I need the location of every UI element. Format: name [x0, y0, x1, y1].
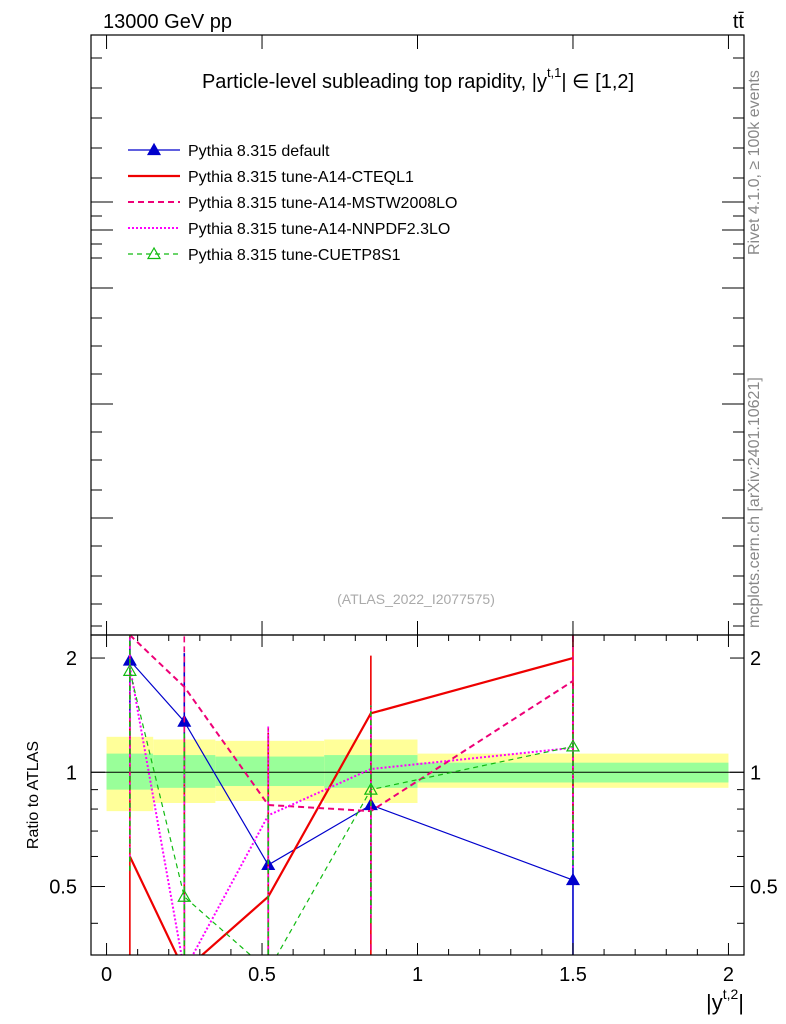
analysis-tag: (ATLAS_2022_I2077575): [337, 591, 495, 607]
legend: Pythia 8.315 default Pythia 8.315 tune-A1…: [128, 142, 457, 264]
y-tick-label-1: 1: [66, 762, 77, 784]
plot-title-sup: t,1: [547, 65, 561, 80]
legend-label-0: Pythia 8.315 default: [188, 143, 330, 160]
main-plot-frame: [90, 34, 745, 636]
series-line-3: [128, 666, 574, 955]
mcplots-label: mcplots.cern.ch [arXiv:2401.10621]: [746, 377, 763, 628]
series-line-2: [129, 635, 574, 813]
series-line-4: [129, 670, 574, 955]
x-axis-label-tail: |: [738, 990, 744, 1015]
rivet-label: Rivet 4.1.0, ≥ 100k events: [746, 70, 763, 255]
x-tick-label-2: 1: [412, 964, 423, 986]
x-tick-label-3: 1.5: [559, 964, 587, 986]
y-tick-label-right-1: 1: [750, 762, 761, 784]
legend-label-3: Pythia 8.315 tune-A14-NNPDF2.3LO: [188, 221, 450, 238]
y-tick-label-right-0: 0.5: [750, 877, 778, 899]
x-axis-label: |yt,2|: [706, 986, 744, 1015]
y-tick-label-0: 0.5: [49, 877, 77, 899]
x-axis-label-sup: t,2: [723, 986, 739, 1002]
y-tick-label-2: 2: [66, 648, 77, 670]
x-tick-label-1: 0.5: [248, 964, 276, 986]
x-tick-label-4: 2: [723, 964, 734, 986]
series-layer: [122, 635, 581, 955]
legend-marker-4: [146, 246, 162, 260]
data-point-4-4: [565, 739, 581, 752]
band-inner-2: [215, 756, 325, 787]
data-point-4-3: [363, 782, 378, 795]
data-point-4-0: [122, 663, 137, 676]
ratio-plot-ticks: 0 0.5 1 1.5 2 0.5 0.5 1 1 2 2: [49, 635, 778, 986]
y-axis-label: Ratio to ATLAS: [25, 741, 42, 849]
data-point-0-4: [565, 872, 581, 886]
x-axis-label-main: |y: [706, 990, 723, 1015]
plot-title-tail: | ∈ [1,2]: [561, 71, 634, 93]
x-tick-label-0: 0: [101, 964, 112, 986]
process-label: tt̄: [733, 11, 745, 33]
legend-label-4: Pythia 8.315 tune-CUETP8S1: [188, 247, 401, 264]
legend-label-1: Pythia 8.315 tune-A14-CTEQL1: [188, 169, 414, 186]
plot-title: Particle-level subleading top rapidity, …: [202, 65, 634, 93]
legend-marker-0: [146, 142, 162, 156]
series-4: [122, 635, 581, 955]
ratio-plot: 0 0.5 1 1.5 2 0.5 0.5 1 1 2 2 Ratio to ATLAS |yt,2…: [25, 634, 778, 1015]
energy-label: 13000 GeV pp: [103, 11, 232, 33]
data-point-4-1: [177, 889, 192, 902]
series-line-1: [128, 656, 574, 955]
legend-label-2: Pythia 8.315 tune-A14-MSTW2008LO: [188, 195, 457, 212]
main-plot: Particle-level subleading top rapidity, …: [90, 34, 745, 636]
plot-title-main: Particle-level subleading top rapidity, …: [202, 71, 547, 93]
y-tick-label-right-2: 2: [750, 648, 761, 670]
main-plot-ticks: [91, 35, 744, 635]
